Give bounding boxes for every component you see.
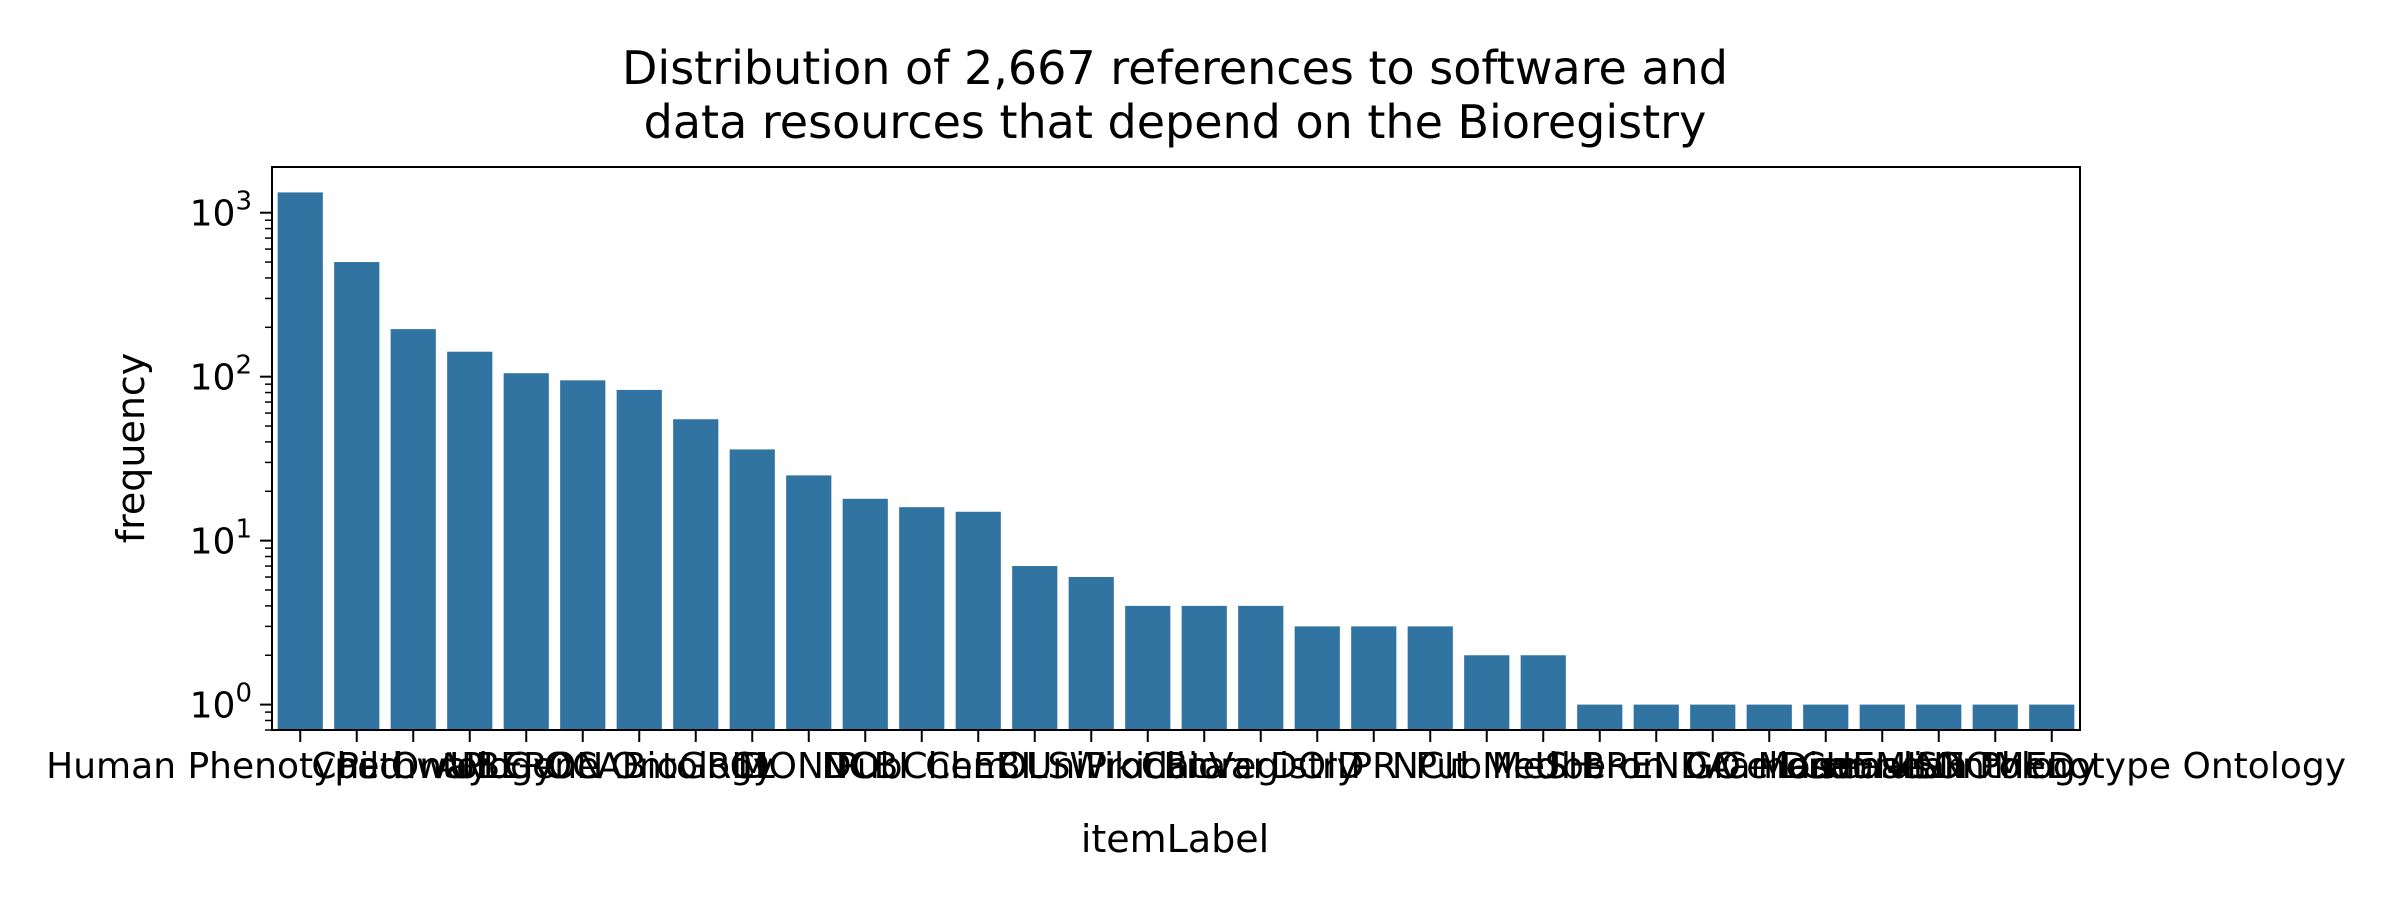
bar-5 (560, 380, 606, 730)
x-tick-label-14: UniProt (1026, 746, 1156, 787)
bar-11 (899, 507, 945, 730)
bar-31 (2029, 704, 2075, 730)
x-tick-label-31: Mammalian Phenotype Ontology (1758, 746, 2347, 787)
bar-3 (447, 351, 493, 730)
bar-29 (1916, 704, 1962, 730)
x-tick-label-11: PubChem (836, 746, 1008, 787)
bar-4 (503, 373, 549, 730)
x-tick-label-21: PubMed (1415, 746, 1558, 787)
x-tick-label-12: ChEBI (925, 746, 1031, 787)
bar-26 (1746, 704, 1792, 730)
x-tick-label-17: Bioregistry (1163, 746, 1358, 787)
x-tick-label-25: GO (1685, 746, 1741, 787)
y-tick-label-3: 103 (190, 187, 252, 235)
chart-title-line-1: Distribution of 2,667 references to soft… (622, 41, 1728, 95)
x-tick-label-29: Disease Ontology (1780, 746, 2097, 787)
bar-23 (1577, 704, 1623, 730)
bar-18 (1294, 626, 1340, 730)
x-tick-label-27: Cellosaurus (1721, 746, 1930, 787)
bar-30 (1972, 704, 2018, 730)
x-tick-label-10: NCBI (822, 746, 909, 787)
x-tick-label-4: UBERON (449, 746, 603, 787)
x-tick-label-20: NCIt (1392, 746, 1469, 787)
x-tick-label-22: MeSH (1492, 746, 1595, 787)
bar-20 (1407, 626, 1453, 730)
x-tick-label-3: APL (437, 746, 503, 787)
bar-13 (1012, 566, 1058, 730)
bar-25 (1690, 704, 1736, 730)
bar-17 (1238, 605, 1284, 730)
bars-group (277, 192, 2075, 730)
x-axis-ticks: Human Phenotype OntologyChildPathwayAPLU… (46, 730, 2346, 787)
x-tick-label-15: Wikidata (1069, 746, 1226, 787)
bar-9 (786, 475, 832, 730)
x-tick-label-28: CHEMINF (1800, 746, 1964, 787)
x-tick-label-24: BRENDA (1581, 746, 1732, 787)
y-tick-label-2: 102 (190, 351, 252, 399)
x-tick-label-5: OCA (544, 746, 622, 787)
x-tick-label-26: Gramene (1686, 746, 1853, 787)
y-tick-label-1: 101 (190, 515, 252, 563)
chart-title-line-2: data resources that depend on the Bioreg… (644, 95, 1707, 149)
bar-0 (277, 192, 323, 730)
bar-7 (673, 419, 719, 730)
x-tick-label-6: Gene Ontology (504, 746, 774, 787)
bar-15 (1125, 605, 1171, 730)
y-axis-ticks: 100 101 102 103 (190, 187, 272, 731)
x-tick-label-8: CL (730, 746, 775, 787)
bar-16 (1181, 605, 1227, 730)
bar-27 (1803, 704, 1849, 730)
x-tick-label-2: Pathway (337, 746, 489, 787)
bar-8 (729, 449, 775, 730)
x-axis-label: itemLabel (1081, 817, 1269, 861)
y-tick-label-0: 100 (190, 679, 252, 727)
bar-14 (1068, 577, 1114, 730)
x-tick-label-0: Human Phenotype Ontology (46, 746, 554, 787)
x-tick-label-19: PR (1350, 746, 1397, 787)
plot-frame (271, 166, 2081, 731)
x-tick-label-23: Uberon (1535, 746, 1665, 787)
bar-12 (955, 511, 1001, 730)
x-tick-label-13: OLS (999, 746, 1070, 787)
bar-24 (1633, 704, 1679, 730)
bar-28 (1859, 704, 1905, 730)
bar-2 (390, 329, 436, 730)
bar-1 (334, 262, 380, 730)
x-tick-label-18: DOID (1270, 746, 1364, 787)
y-axis-label: frequency (109, 353, 153, 544)
bar-22 (1520, 655, 1566, 730)
x-tick-label-16: ClinVar (1141, 746, 1268, 787)
x-tick-label-9: MONDO (738, 746, 880, 787)
bar-10 (842, 498, 888, 730)
x-tick-label-7: BioGRID (622, 746, 770, 787)
x-tick-label-30: SNOMED (1915, 746, 2075, 787)
bar-21 (1464, 655, 1510, 730)
bar-19 (1351, 626, 1397, 730)
bar-6 (616, 389, 662, 730)
x-tick-label-1: Child (311, 746, 402, 787)
